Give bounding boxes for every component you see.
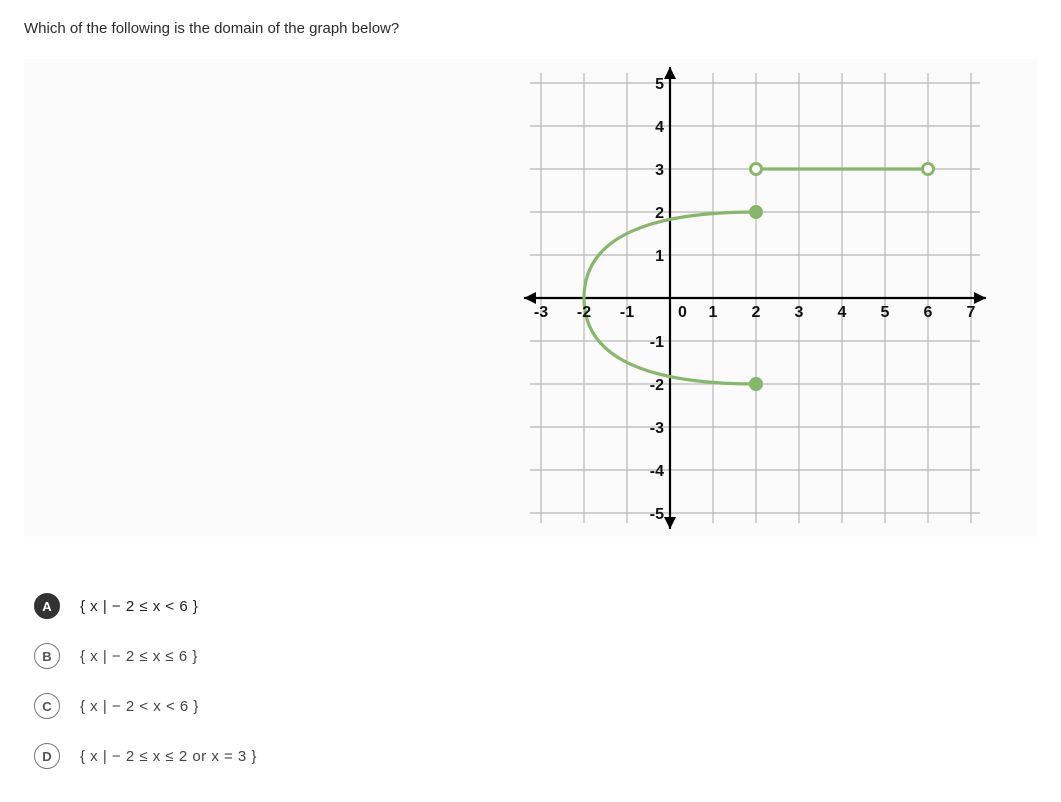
answer-letter-d: D bbox=[34, 743, 60, 769]
answer-choices: A { x | − 2 ≤ x < 6 } B { x | − 2 ≤ x ≤ … bbox=[24, 581, 1037, 781]
svg-text:5: 5 bbox=[881, 304, 890, 321]
answer-text-a: { x | − 2 ≤ x < 6 } bbox=[80, 598, 198, 615]
svg-text:2: 2 bbox=[752, 304, 761, 321]
open-point-2 bbox=[923, 164, 934, 175]
svg-text:3: 3 bbox=[795, 304, 804, 321]
graph-container: -3 -2 -1 0 1 2 3 4 5 6 7 5 4 3 2 1 -1 -2… bbox=[24, 59, 1037, 537]
answer-choice-a[interactable]: A { x | − 2 ≤ x < 6 } bbox=[24, 581, 1037, 631]
answer-choice-b[interactable]: B { x | − 2 ≤ x ≤ 6 } bbox=[24, 631, 1037, 681]
answer-letter-c: C bbox=[34, 693, 60, 719]
svg-text:1: 1 bbox=[709, 304, 718, 321]
svg-text:0: 0 bbox=[678, 304, 687, 321]
question-prompt: Which of the following is the domain of … bbox=[24, 20, 1037, 37]
svg-text:-2: -2 bbox=[650, 377, 664, 394]
domain-graph: -3 -2 -1 0 1 2 3 4 5 6 7 5 4 3 2 1 -1 -2… bbox=[520, 63, 1025, 533]
answer-choice-c[interactable]: C { x | − 2 < x < 6 } bbox=[24, 681, 1037, 731]
answer-text-b: { x | − 2 ≤ x ≤ 6 } bbox=[80, 648, 198, 665]
svg-text:6: 6 bbox=[924, 304, 933, 321]
svg-text:3: 3 bbox=[655, 162, 664, 179]
svg-text:4: 4 bbox=[655, 119, 664, 136]
closed-point-1 bbox=[751, 207, 762, 218]
axis-labels: -3 -2 -1 0 1 2 3 4 5 6 7 5 4 3 2 1 -1 -2… bbox=[534, 76, 976, 523]
svg-text:-1: -1 bbox=[620, 304, 634, 321]
svg-text:-2: -2 bbox=[577, 304, 591, 321]
svg-text:1: 1 bbox=[655, 248, 664, 265]
svg-text:-4: -4 bbox=[650, 463, 664, 480]
closed-point-2 bbox=[751, 379, 762, 390]
svg-text:5: 5 bbox=[655, 76, 664, 93]
answer-letter-b: B bbox=[34, 643, 60, 669]
answer-text-c: { x | − 2 < x < 6 } bbox=[80, 698, 199, 715]
answer-letter-a: A bbox=[34, 593, 60, 619]
answer-text-d: { x | − 2 ≤ x ≤ 2 or x = 3 } bbox=[80, 748, 257, 765]
answer-choice-d[interactable]: D { x | − 2 ≤ x ≤ 2 or x = 3 } bbox=[24, 731, 1037, 781]
svg-text:-1: -1 bbox=[650, 334, 664, 351]
svg-text:4: 4 bbox=[838, 304, 847, 321]
svg-text:-5: -5 bbox=[650, 506, 664, 523]
x-axis bbox=[524, 292, 986, 304]
svg-text:-3: -3 bbox=[650, 420, 664, 437]
svg-text:2: 2 bbox=[655, 205, 664, 222]
open-point-1 bbox=[751, 164, 762, 175]
svg-text:-3: -3 bbox=[534, 304, 548, 321]
svg-text:7: 7 bbox=[967, 304, 976, 321]
